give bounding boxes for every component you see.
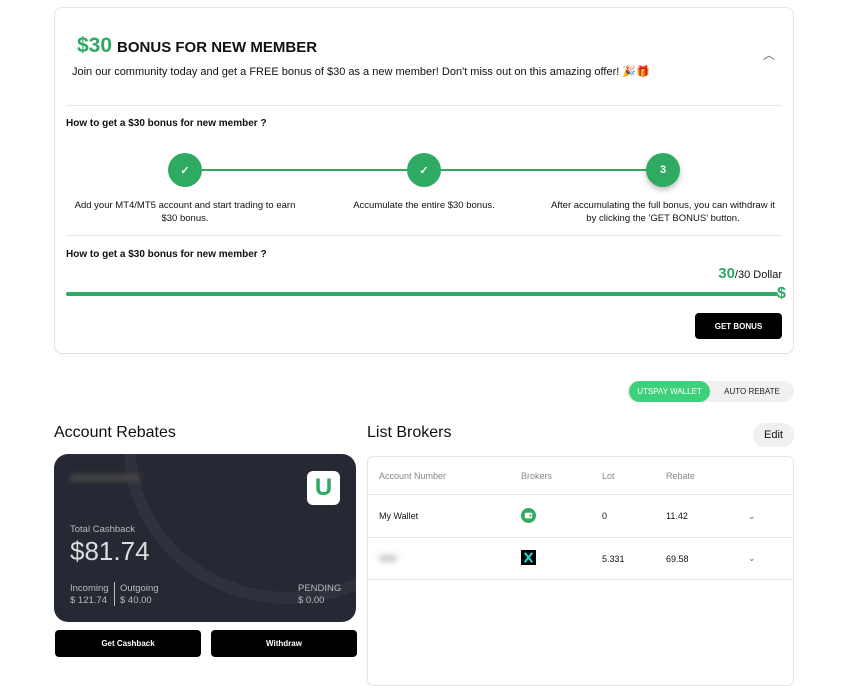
lot: 5.331 (602, 553, 625, 564)
toggle-utspay-wallet[interactable]: UTSPAY WALLET (629, 381, 710, 402)
chevron-down-icon[interactable]: ⌄ (748, 510, 756, 521)
outgoing-label: Outgoing (120, 583, 159, 594)
rebate: 69.58 (666, 553, 689, 564)
step-1-check-icon: ✓ (168, 153, 202, 187)
progress-value: 30 (718, 265, 735, 282)
get-bonus-button[interactable]: GET BONUS (695, 313, 782, 339)
col-account-number: Account Number (379, 470, 447, 481)
bonus-card: $30 BONUS FOR NEW MEMBER Join our communi… (54, 7, 794, 354)
how-title: How to get a $30 bonus for new member ? (66, 118, 267, 129)
withdraw-button[interactable]: Withdraw (211, 630, 357, 657)
step-1-text: Add your MT4/MT5 account and start tradi… (74, 200, 296, 224)
bonus-description: Join our community today and get a FREE … (72, 66, 650, 78)
progress-title: How to get a $30 bonus for new member ? (66, 249, 267, 260)
incoming-value: $ 121.74 (70, 595, 107, 606)
col-lot: Lot (602, 470, 615, 481)
x-broker-icon (521, 550, 536, 567)
brokers-table: Account Number Brokers Lot Rebate My Wal… (367, 456, 794, 686)
progress-total: /30 Dollar (734, 269, 782, 281)
wallet-icon (521, 507, 536, 525)
pending-label: PENDING (298, 583, 342, 594)
outgoing-value: $ 40.00 (120, 595, 152, 606)
step-2-text: Accumulate the entire $30 bonus. (353, 200, 495, 211)
rebate: 11.42 (666, 511, 688, 521)
bonus-amount: $30 (77, 34, 113, 57)
step-3-text: After accumulating the full bonus, you c… (551, 200, 775, 224)
divider (66, 235, 782, 236)
table-row[interactable]: 5.331 69.58 ⌄ (368, 538, 793, 580)
progress-text: 30/30 Dollar (718, 266, 782, 283)
bonus-title: BONUS FOR NEW MEMBER (117, 39, 318, 56)
progress-bar (66, 292, 778, 296)
account-number: My Wallet (379, 511, 419, 521)
table-row[interactable]: My Wallet 0 11.42 ⌄ (368, 495, 793, 538)
lot: 0 (602, 511, 608, 521)
chevron-down-icon[interactable]: ⌄ (748, 553, 756, 563)
toggle-auto-rebate[interactable]: AUTO REBATE (724, 387, 780, 396)
wallet-card: U Total Cashback $81.74 Incoming $ 121.7… (54, 454, 356, 622)
list-brokers-title: List Brokers (367, 424, 452, 441)
account-rebates-title: Account Rebates (54, 424, 176, 441)
col-brokers: Brokers (521, 470, 553, 481)
blurred-name (70, 474, 140, 482)
dollar-icon: $ (777, 285, 786, 302)
incoming-label: Incoming (70, 583, 109, 594)
chevron-up-icon[interactable]: ︿ (762, 48, 775, 62)
divider (114, 582, 115, 606)
total-cashback-label: Total Cashback (70, 524, 135, 535)
get-cashback-button[interactable]: Get Cashback (55, 630, 201, 657)
total-cashback: $81.74 (70, 536, 150, 566)
blurred-account (379, 555, 397, 562)
wallet-toggle: UTSPAY WALLET AUTO REBATE (627, 381, 794, 402)
col-rebate: Rebate (666, 470, 696, 481)
utspay-logo: U (307, 471, 340, 505)
table-header: Account Number Brokers Lot Rebate (368, 457, 793, 495)
step-2-check-icon: ✓ (407, 153, 441, 187)
pending-value: $ 0.00 (298, 595, 325, 606)
edit-button[interactable]: Edit (753, 423, 794, 447)
step-3: 3 (646, 153, 680, 187)
divider (66, 105, 782, 106)
